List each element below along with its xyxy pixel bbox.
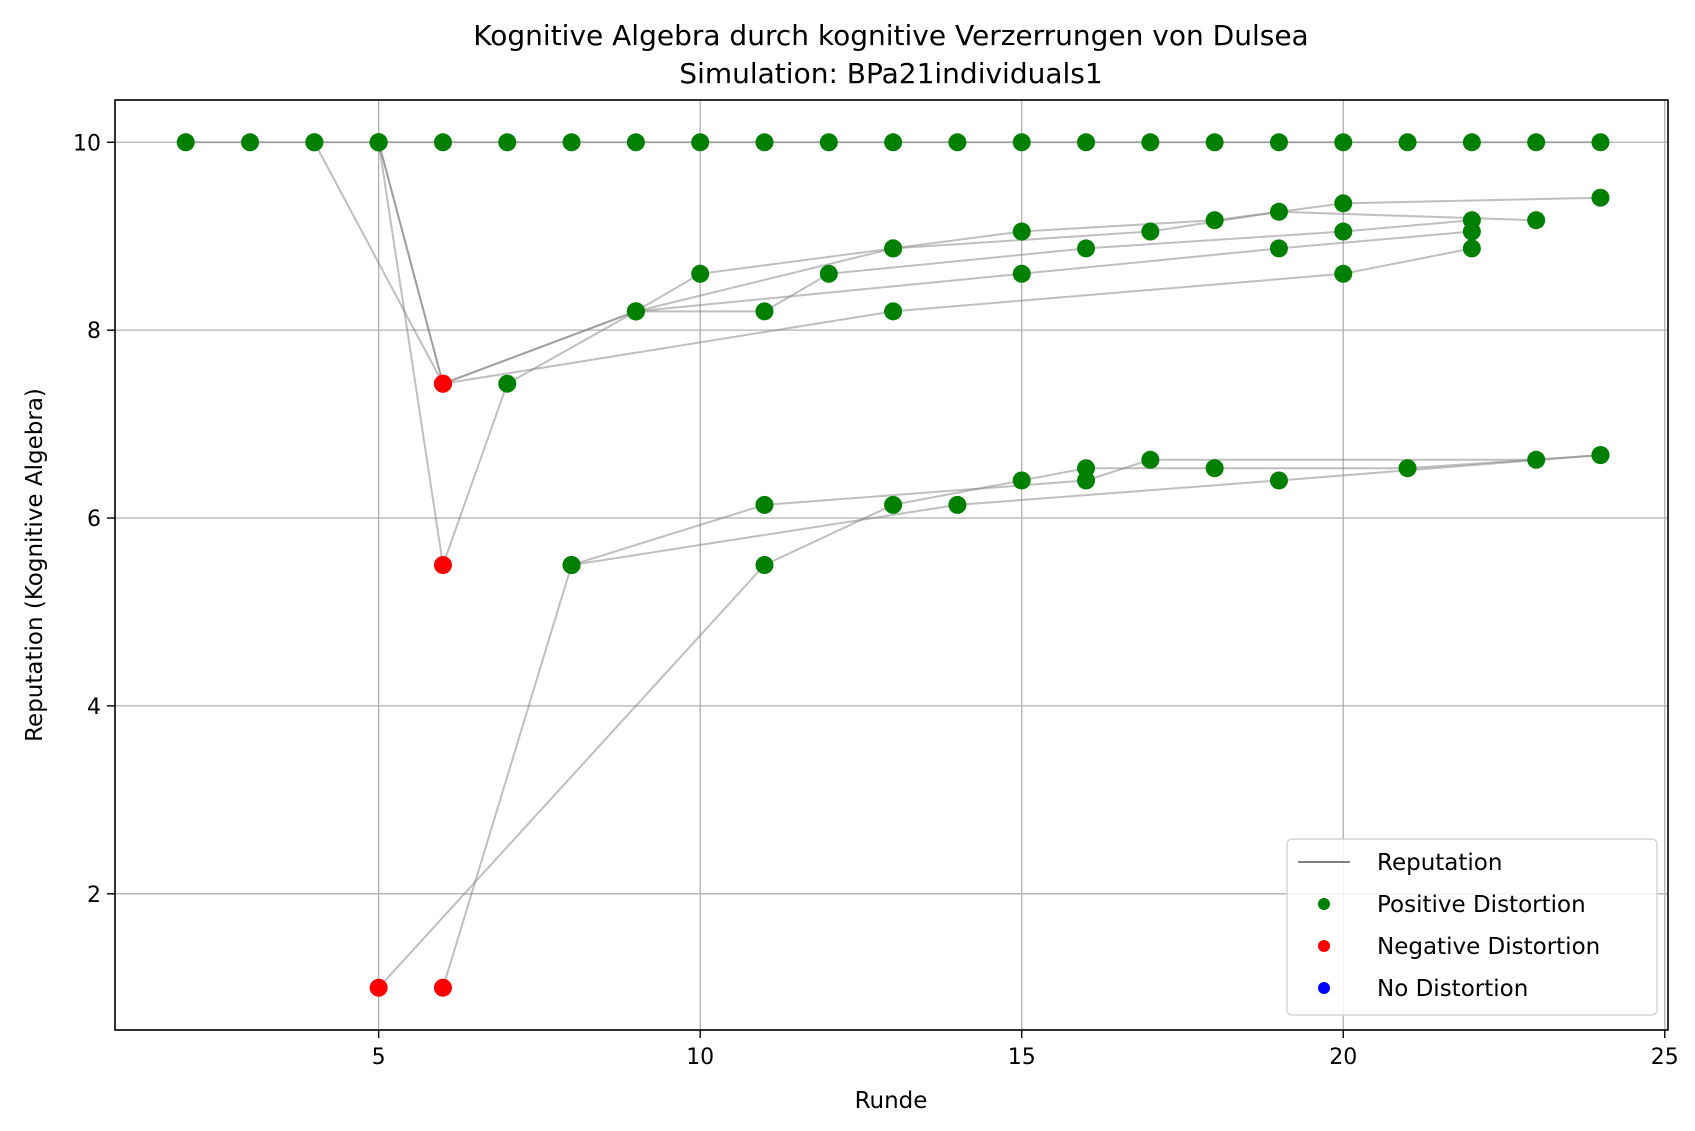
negative-distortion-point — [433, 374, 452, 393]
positive-distortion-point — [1077, 239, 1096, 258]
y-tick-label: 2 — [87, 883, 101, 908]
x-tick-label: 10 — [686, 1045, 714, 1070]
positive-distortion-point — [498, 133, 517, 152]
legend-label: No Distortion — [1377, 976, 1528, 1002]
legend-label: Negative Distortion — [1377, 934, 1600, 960]
positive-distortion-point — [1269, 471, 1288, 490]
positive-distortion-point — [1462, 133, 1481, 152]
positive-distortion-point — [1077, 459, 1096, 478]
positive-distortion-point — [691, 264, 710, 283]
positive-distortion-point — [1141, 222, 1160, 241]
positive-distortion-point — [1591, 188, 1610, 207]
positive-distortion-point — [1591, 133, 1610, 152]
data-points — [176, 133, 1610, 997]
positive-distortion-point — [1462, 239, 1481, 258]
positive-distortion-point — [884, 302, 903, 321]
positive-distortion-point — [1269, 239, 1288, 258]
positive-distortion-point — [1334, 194, 1353, 213]
negative-distortion-point — [433, 556, 452, 574]
reputation-line — [571, 454, 1601, 566]
positive-distortion-point — [691, 133, 710, 152]
plot-frame — [114, 99, 1669, 1031]
positive-distortion-point — [884, 239, 903, 258]
chart-title: Kognitive Algebra durch kognitive Verzer… — [473, 19, 1308, 52]
x-axis-label: Runde — [855, 1088, 928, 1114]
negative-distortion-point — [433, 978, 452, 997]
reputation-line — [377, 142, 1472, 566]
positive-distortion-point — [241, 133, 260, 152]
positive-distortion-point — [1527, 133, 1546, 152]
positive-distortion-point — [1462, 211, 1481, 230]
x-tick-label: 5 — [372, 1045, 386, 1070]
positive-distortion-point — [1334, 264, 1353, 283]
positive-distortion-point — [1398, 133, 1417, 152]
y-tick-label: 6 — [87, 507, 101, 532]
positive-distortion-point — [1527, 450, 1546, 469]
positive-distortion-point — [1205, 133, 1224, 152]
positive-distortion-point — [755, 133, 774, 152]
positive-distortion-point — [1527, 211, 1546, 230]
y-tick-label: 4 — [87, 695, 101, 720]
y-axis-label: Reputation (Kognitive Algebra) — [22, 388, 48, 742]
positive-distortion-point — [1334, 133, 1353, 152]
positive-distortion-point — [433, 133, 452, 152]
positive-distortion-point — [1141, 450, 1160, 469]
legend-label: Reputation — [1377, 850, 1502, 876]
positive-distortion-point — [176, 133, 195, 152]
positive-distortion-point — [305, 133, 324, 152]
positive-distortion-point — [626, 133, 645, 152]
x-tick-label: 20 — [1329, 1045, 1357, 1070]
positive-distortion-point — [1012, 264, 1031, 283]
positive-distortion-point — [562, 133, 581, 152]
positive-distortion-point — [884, 495, 903, 514]
positive-distortion-point — [755, 556, 774, 574]
positive-distortion-point — [1012, 133, 1031, 152]
y-tick-label: 8 — [87, 319, 101, 344]
y-tick-label: 10 — [73, 131, 101, 156]
y-axis-ticks: 2 4 6 8 10 — [73, 131, 115, 908]
negative-distortion-point — [369, 978, 388, 997]
x-tick-label: 25 — [1651, 1045, 1679, 1070]
positive-distortion-point — [1012, 222, 1031, 241]
positive-distortion-point — [819, 264, 838, 283]
reputation-line — [377, 142, 1473, 385]
positive-distortion-point — [948, 495, 967, 514]
positive-distortion-point — [819, 133, 838, 152]
reputation-line — [377, 142, 1472, 386]
positive-distortion-point — [1398, 459, 1417, 478]
positive-distortion-point — [562, 556, 581, 574]
positive-distortion-point — [1269, 133, 1288, 152]
positive-distortion-point — [755, 302, 774, 321]
positive-distortion-point — [1205, 459, 1224, 478]
positive-distortion-point — [948, 133, 967, 152]
reputation-line — [377, 454, 1601, 989]
chart-subtitle: Simulation: BPa21individuals1 — [679, 57, 1102, 90]
positive-distortion-point — [1269, 202, 1288, 221]
positive-distortion-point — [884, 133, 903, 152]
positive-distortion-point — [755, 495, 774, 514]
legend: Reputation Positive Distortion Negative Di… — [1286, 838, 1658, 1016]
legend-dot-swatch — [1318, 982, 1330, 994]
positive-distortion-point — [498, 374, 517, 393]
legend-label: Positive Distortion — [1377, 892, 1586, 918]
positive-distortion-point — [1141, 133, 1160, 152]
positive-distortion-point — [1077, 133, 1096, 152]
reputation-line — [313, 141, 1601, 385]
legend-dot-swatch — [1318, 940, 1330, 952]
positive-distortion-point — [369, 133, 388, 152]
positive-distortion-point — [626, 302, 645, 321]
x-tick-label: 15 — [1008, 1045, 1036, 1070]
legend-dot-swatch — [1318, 898, 1330, 910]
legend-box — [1286, 838, 1658, 1016]
x-axis-ticks: 5 10 15 20 25 — [372, 1030, 1679, 1070]
positive-distortion-point — [1591, 446, 1610, 465]
positive-distortion-point — [1205, 211, 1224, 230]
positive-distortion-point — [1012, 471, 1031, 490]
positive-distortion-point — [1334, 222, 1353, 241]
